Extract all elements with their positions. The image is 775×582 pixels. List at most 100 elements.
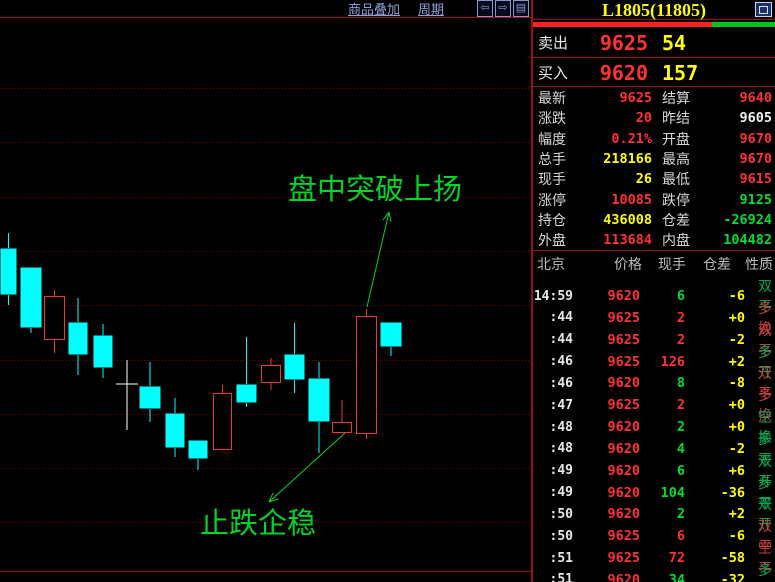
layout-icon[interactable]: ▤ bbox=[513, 0, 529, 17]
tick-volume: 2 bbox=[676, 331, 685, 348]
candle-body bbox=[20, 267, 42, 328]
buy-strength-segment bbox=[712, 22, 775, 27]
prev-arrow-icon[interactable]: ⇦ bbox=[477, 0, 493, 17]
tick-nature: 多平 bbox=[758, 561, 772, 582]
quote-label: 总手 bbox=[538, 151, 566, 168]
quote-label: 结算 bbox=[662, 90, 690, 107]
tick-volume: 34 bbox=[668, 571, 685, 582]
tick-oi-delta: -8 bbox=[728, 375, 745, 392]
tick-oi-delta: -58 bbox=[720, 550, 745, 567]
candle-body bbox=[332, 422, 352, 433]
bid-row[interactable]: 买入 9620 157 bbox=[533, 59, 775, 87]
tick-price: 9620 bbox=[607, 440, 640, 457]
candle-body bbox=[356, 316, 377, 434]
ask-label: 卖出 bbox=[538, 35, 569, 52]
tick-oi-delta: -2 bbox=[728, 331, 745, 348]
tick-price: 9625 bbox=[607, 550, 640, 567]
tick-volume: 2 bbox=[676, 309, 685, 326]
quote-value: 9615 bbox=[739, 171, 772, 188]
quote-label: 涨停 bbox=[538, 191, 566, 208]
bid-label: 买入 bbox=[538, 65, 569, 82]
candle-body bbox=[236, 384, 257, 403]
period-link[interactable]: 周期 bbox=[417, 2, 444, 17]
tick-time: :48 bbox=[549, 441, 573, 457]
tick-list[interactable]: 14:59 9620 6 -6 双平:44 9625 2 +0 多换:44 9625 2 -2 双平:4… bbox=[533, 276, 775, 582]
quote-summary-grid: 最新 9625 结算 9640 涨跌 20 昨结 9605 幅度 0.21% 开盘 9670 总手 218… bbox=[533, 88, 775, 251]
tick-price: 9625 bbox=[607, 397, 640, 414]
next-arrow-icon[interactable]: ⇨ bbox=[495, 0, 511, 17]
tick-row: :49 9620 104 -36 多平 bbox=[533, 473, 775, 511]
tick-time: :47 bbox=[549, 397, 573, 413]
tick-oi-delta: +6 bbox=[728, 462, 745, 479]
tick-time: 14:59 bbox=[533, 288, 573, 304]
chart-toolbar: 商品叠加 周期 ⇦ ⇨ ▤ bbox=[0, 0, 531, 17]
tick-time: :51 bbox=[549, 572, 573, 582]
tick-time: :50 bbox=[549, 506, 573, 522]
buy-sell-strength-bar bbox=[533, 22, 775, 27]
tick-col-header: 现手 bbox=[658, 256, 686, 272]
candle-body bbox=[165, 413, 185, 448]
tick-volume: 6 bbox=[676, 528, 685, 545]
annotation-arrowhead bbox=[388, 211, 392, 222]
quote-title-bar: L1805(11805) bbox=[533, 0, 775, 20]
tick-price: 9620 bbox=[607, 506, 640, 523]
quote-label: 最新 bbox=[538, 90, 566, 107]
sell-strength-segment bbox=[533, 22, 713, 27]
commodity-overlay-link[interactable]: 商品叠加 bbox=[347, 2, 400, 17]
quote-value: 9670 bbox=[739, 130, 772, 147]
tick-oi-delta: +0 bbox=[728, 419, 745, 436]
tick-row: :47 9625 2 +0 多换 bbox=[533, 385, 775, 423]
tick-row: :51 9625 72 -58 空平 bbox=[533, 538, 775, 576]
tick-time: :46 bbox=[549, 354, 573, 370]
tick-row: 14:59 9620 6 -6 双平 bbox=[533, 276, 775, 314]
quote-label: 涨跌 bbox=[538, 110, 566, 127]
tick-nature: 双平 bbox=[758, 278, 772, 314]
tick-price: 9620 bbox=[607, 288, 640, 304]
toolbar-divider bbox=[0, 17, 531, 18]
ask-price: 9625 bbox=[599, 30, 648, 55]
bid-price: 9620 bbox=[599, 60, 648, 85]
quote-value: 104482 bbox=[723, 232, 772, 249]
candle-body bbox=[139, 386, 161, 409]
tick-row: :46 9625 126 +2 多开 bbox=[533, 342, 775, 380]
quote-value: 218166 bbox=[603, 151, 652, 168]
candlestick-chart[interactable] bbox=[0, 0, 531, 582]
tick-nature: 多换 bbox=[758, 299, 772, 336]
tick-nature: 双开 bbox=[758, 496, 772, 533]
tick-col-header: 仓差 bbox=[703, 256, 731, 272]
tick-nature: 双开 bbox=[758, 452, 772, 489]
tick-time: :46 bbox=[549, 375, 573, 391]
chart-pane: 商品叠加 周期 ⇦ ⇨ ▤ 盘中突破上扬 止跌企稳 bbox=[0, 0, 531, 582]
tick-price: 9625 bbox=[607, 309, 640, 326]
tick-price: 9625 bbox=[607, 331, 640, 348]
tick-volume: 2 bbox=[676, 397, 685, 414]
quote-row: 涨停 10085 跌停 9125 bbox=[533, 189, 775, 209]
candle-body bbox=[93, 335, 113, 368]
chart-annotation-breakout: 盘中突破上扬 bbox=[288, 174, 463, 206]
tick-col-header: 北京 bbox=[537, 256, 565, 272]
quote-row: 持仓 436008 仓差 -26924 bbox=[533, 210, 775, 230]
candle-body bbox=[213, 393, 232, 450]
quote-label: 昨结 bbox=[662, 110, 690, 127]
tick-volume: 6 bbox=[676, 288, 685, 304]
tick-row: :44 9625 2 +0 多换 bbox=[533, 298, 775, 336]
candle-body bbox=[308, 378, 330, 422]
quote-label: 跌停 bbox=[662, 191, 690, 208]
tick-oi-delta: +0 bbox=[728, 397, 745, 414]
restore-window-icon[interactable] bbox=[755, 2, 772, 17]
tick-volume: 126 bbox=[660, 353, 685, 370]
tick-row: :46 9620 8 -8 双平 bbox=[533, 363, 775, 401]
quote-value: 9670 bbox=[739, 151, 772, 168]
tick-time: :51 bbox=[549, 550, 573, 566]
tick-oi-delta: -32 bbox=[720, 571, 745, 582]
contract-title: L1805(11805) bbox=[601, 0, 706, 20]
tick-volume: 104 bbox=[660, 484, 685, 501]
quote-value: 10085 bbox=[611, 191, 652, 208]
tick-price: 9625 bbox=[607, 528, 640, 545]
quote-label: 仓差 bbox=[662, 211, 690, 228]
quote-row: 现手 26 最低 9615 bbox=[533, 169, 775, 189]
tick-nature: 多开 bbox=[758, 343, 772, 380]
ask-row[interactable]: 卖出 9625 54 bbox=[533, 28, 775, 58]
tick-row: :51 9620 34 -32 多平 bbox=[533, 560, 775, 582]
